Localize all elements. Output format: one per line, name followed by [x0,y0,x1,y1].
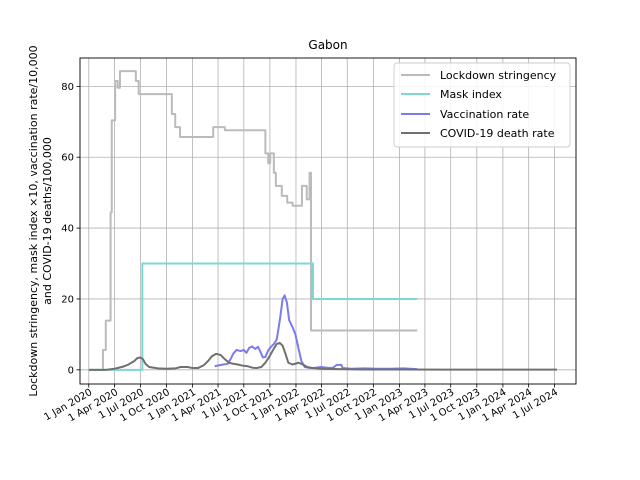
legend-label-vaccination: Vaccination rate [440,108,529,121]
y-axis-title-line2: and COVID-19 deaths/100,000 [41,137,54,305]
legend-label-lockdown: Lockdown stringency [440,69,557,82]
series-lines [88,70,558,371]
series-line-1 [88,262,418,371]
y-tick-label: 80 [61,82,74,93]
y-tick-label: 20 [61,294,74,305]
y-tick-label: 40 [61,224,74,235]
series-line-0 [88,70,418,371]
legend-entry-mask: Mask index [401,88,502,101]
legend-box [393,62,571,148]
legend-entry-vaccination: Vaccination rate [401,108,529,121]
series-line-2 [214,294,418,371]
grid [80,58,576,384]
series-line-3 [88,341,558,371]
legend-label-mask: Mask index [440,88,502,101]
legend-label-deaths: COVID-19 death rate [440,127,555,140]
chart-title: Gabon [308,38,347,52]
legend: Lockdown stringency Mask index Vaccinati… [393,62,571,148]
y-tick-label: 0 [68,365,74,376]
legend-entry-lockdown: Lockdown stringency [401,69,557,82]
y-axis-title-line1: Lockdown stringency, mask index ×10, vac… [27,45,40,396]
plot-frame [79,57,577,385]
y-tick-label: 60 [61,153,74,164]
legend-entry-deaths: COVID-19 death rate [401,127,555,140]
y-axis: 0 20 40 60 80 [61,82,80,376]
